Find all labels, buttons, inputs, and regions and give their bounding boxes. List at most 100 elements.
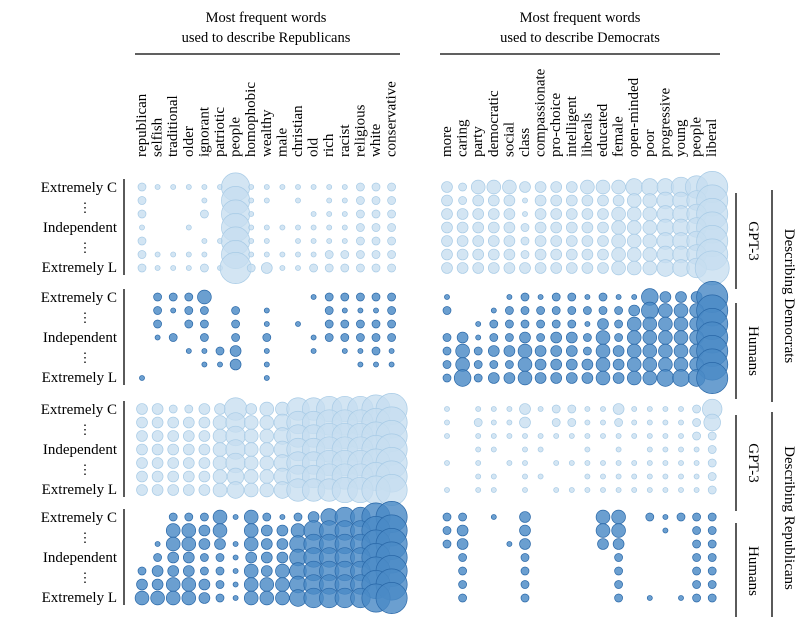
bubble-right — [534, 208, 547, 220]
bubble-left — [326, 238, 333, 244]
bubble-right — [506, 460, 513, 466]
bubble-left — [279, 184, 286, 190]
bubble-right — [567, 418, 577, 427]
bubble-right — [614, 418, 623, 427]
bubble-left — [260, 551, 273, 564]
bubble-left — [151, 403, 164, 415]
bubble-left — [263, 238, 270, 244]
bubble-right — [475, 433, 482, 439]
bubble-left — [310, 238, 317, 244]
bubble-left — [151, 416, 164, 429]
bubble-left — [310, 211, 317, 217]
bubble-right — [550, 345, 562, 357]
bubble-right — [692, 512, 701, 522]
row-label: Independent — [43, 442, 118, 458]
bubble-right — [615, 487, 622, 493]
bubble-left — [248, 224, 255, 231]
bubble-right — [441, 194, 453, 207]
bubble-right — [550, 262, 562, 274]
bubble-right — [503, 208, 516, 220]
bubble-right — [550, 358, 562, 371]
row-ellipsis: ⋮ — [79, 530, 92, 545]
bubble-left — [183, 470, 195, 483]
bubble-left — [214, 538, 226, 550]
bubble-right — [503, 235, 516, 247]
bubble-right — [520, 236, 530, 246]
bubble-left — [310, 224, 317, 231]
bubble-right — [642, 193, 658, 208]
bubble-right — [693, 460, 700, 466]
bubble-left — [357, 307, 364, 314]
bubble-right — [490, 473, 497, 480]
bubble-left — [387, 209, 396, 219]
bubble-right — [441, 208, 453, 220]
bubble-right — [662, 419, 669, 426]
bubble-left — [137, 263, 147, 273]
column-label-left: republican — [134, 93, 150, 157]
bubble-left — [139, 375, 145, 381]
bubble-right — [642, 370, 658, 386]
bubble-right — [517, 370, 533, 386]
bubble-right — [490, 446, 497, 453]
bubble-left — [181, 523, 197, 538]
row-label: Extremely L — [42, 370, 117, 386]
bubble-left — [387, 250, 396, 259]
bubble-left — [183, 565, 195, 577]
bubble-right — [522, 446, 528, 453]
bubble-left — [201, 184, 208, 190]
bubble-left — [181, 536, 197, 552]
bubble-right — [486, 179, 502, 195]
bubble-right — [678, 473, 684, 480]
bubble-right — [597, 248, 609, 261]
bubble-right — [642, 260, 658, 276]
bubble-right — [662, 433, 669, 439]
side-label-source: GPT-3 — [745, 443, 761, 482]
bubble-right — [565, 194, 578, 207]
bubble-left — [324, 263, 334, 273]
bubble-right — [707, 485, 717, 495]
bubble-right — [472, 221, 484, 234]
bubble-left — [356, 319, 365, 329]
bubble-right — [520, 250, 530, 259]
bubble-right — [456, 524, 469, 537]
bubble-left — [212, 482, 228, 498]
bubble-left — [248, 211, 255, 217]
left-panel-title-line1: Most frequent words — [206, 10, 327, 26]
bubble-right — [506, 294, 513, 300]
bubble-right — [584, 433, 591, 439]
bubble-right — [458, 593, 467, 603]
bubble-right — [536, 306, 545, 315]
bubble-right — [458, 512, 467, 522]
column-label-left: people — [228, 117, 244, 157]
bubble-right — [707, 580, 717, 589]
bubble-right — [658, 330, 673, 345]
bubble-left — [198, 430, 211, 442]
bubble-right — [658, 343, 673, 359]
bubble-right — [692, 418, 701, 427]
bubble-right — [553, 460, 560, 466]
bubble-left — [165, 523, 181, 538]
right-panel-title-line2: used to describe Democrats — [500, 30, 660, 46]
bubble-right — [505, 306, 514, 315]
bubble-left — [170, 251, 177, 258]
bubble-left — [212, 523, 228, 538]
bubble-right — [522, 473, 528, 480]
row-ellipsis: ⋮ — [79, 240, 92, 255]
bubble-right — [520, 319, 530, 329]
bubble-left — [184, 292, 194, 302]
left-panel-title-line2: used to describe Republicans — [182, 30, 351, 46]
bubble-right — [458, 196, 467, 205]
bubble-left — [200, 553, 209, 562]
row-label: Extremely C — [41, 510, 117, 526]
bubble-left — [262, 333, 272, 342]
bubble-left — [165, 536, 181, 552]
bubble-right — [581, 194, 594, 207]
bubble-left — [232, 514, 239, 520]
bubble-right — [662, 514, 669, 520]
bubble-right — [646, 460, 653, 466]
bubble-left — [375, 474, 408, 506]
row-label: Independent — [43, 550, 118, 566]
bubble-right — [600, 419, 606, 426]
bubble-left — [279, 514, 286, 520]
bubble-right — [675, 291, 687, 303]
